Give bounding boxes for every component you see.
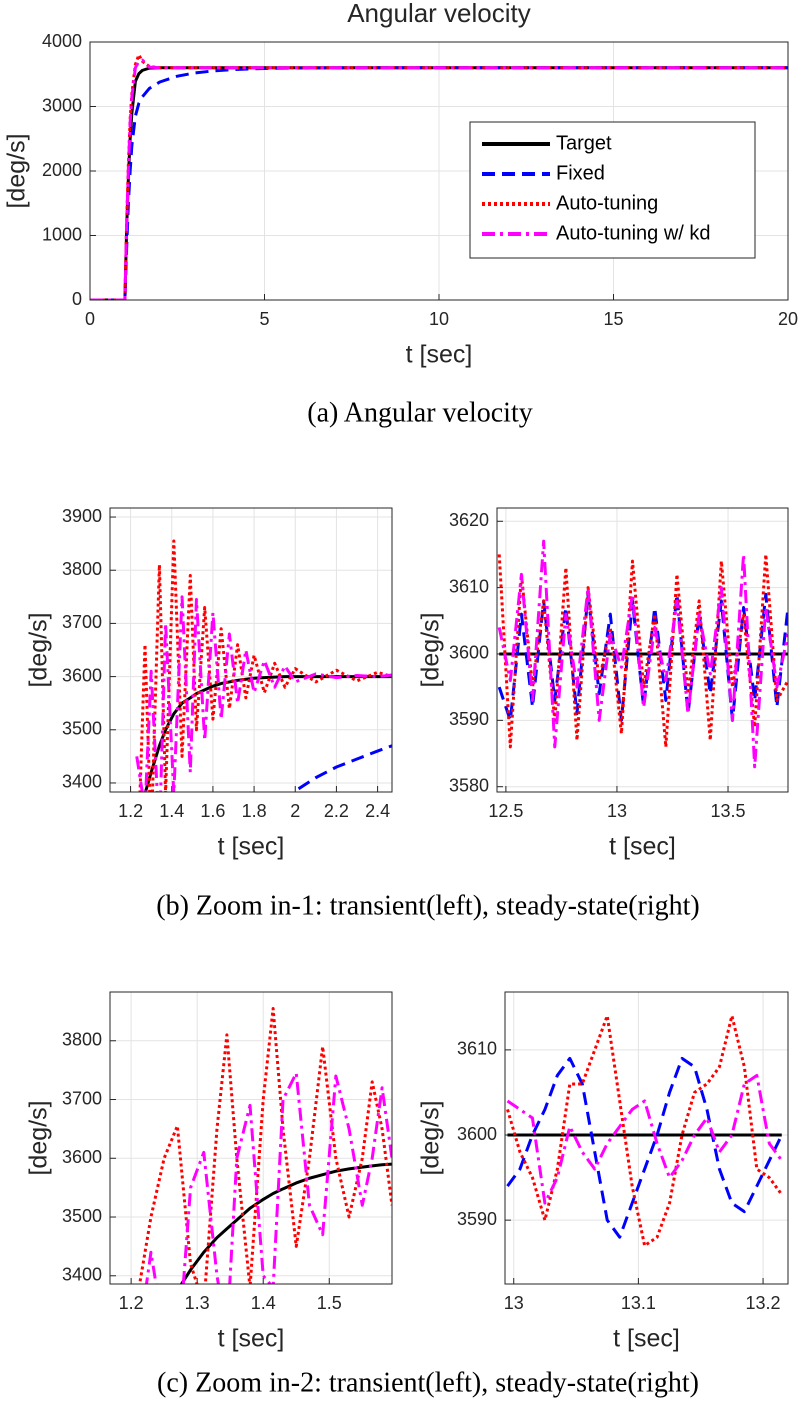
chart: 3590 3600 3610 13 13.1 13.2 t [sec] [deg/s] <box>417 991 789 1353</box>
x-axis-label: t [sec] <box>218 833 285 861</box>
series-line <box>497 539 788 769</box>
legend-label: Target <box>556 132 612 154</box>
series-group <box>138 1006 392 1284</box>
y-tick-label: 3500 <box>62 1206 102 1226</box>
y-tick-label: 3600 <box>449 643 489 663</box>
x-tick-label: 13.1 <box>621 1293 656 1313</box>
y-tick-label: 3800 <box>62 1030 102 1050</box>
caption: (b) Zoom in-1: transient(left), steady-s… <box>156 890 699 921</box>
plot-area <box>110 992 392 1284</box>
series-line <box>497 552 788 749</box>
y-tick-label: 4000 <box>42 31 82 51</box>
x-tick-label: 1.4 <box>251 1293 276 1313</box>
x-tick-label: 1.6 <box>200 801 225 821</box>
x-tick-label: 13 <box>504 1293 524 1313</box>
y-tick-label: 3400 <box>62 1265 102 1285</box>
x-tick-label: 12.5 <box>488 801 523 821</box>
x-tick-label: 0 <box>85 309 95 329</box>
x-tick-label: 1.2 <box>119 1293 144 1313</box>
x-axis-label: t [sec] <box>613 1325 680 1353</box>
axes-frame <box>496 507 789 793</box>
y-tick-label: 3620 <box>449 510 489 530</box>
plot-area <box>505 992 788 1284</box>
y-tick-label: 3600 <box>62 665 102 685</box>
x-tick-label: 1.3 <box>185 1293 210 1313</box>
caption: (a) Angular velocity <box>307 397 532 428</box>
series-line <box>143 675 392 792</box>
y-tick-label: 3900 <box>62 506 102 526</box>
x-tick-label: 10 <box>429 309 449 329</box>
x-tick-label: 2 <box>290 801 300 821</box>
x-tick-label: 1.4 <box>159 801 184 821</box>
series-line <box>90 58 788 300</box>
series-line <box>290 744 392 792</box>
legend: Target Fixed Auto-tuning Auto-tuning w/ kd <box>469 121 756 259</box>
series-group <box>506 1014 784 1248</box>
x-tick-label: 1.2 <box>118 801 143 821</box>
y-tick-label: 0 <box>72 289 82 309</box>
y-tick-label: 3580 <box>449 775 489 795</box>
y-axis-label: [deg/s] <box>25 1100 53 1175</box>
y-tick-label: 3600 <box>62 1147 102 1167</box>
caption: (c) Zoom in-2: transient(left), steady-s… <box>157 1367 699 1398</box>
axes-frame <box>109 507 393 793</box>
x-axis-label: t [sec] <box>218 1325 285 1353</box>
axes-frame <box>89 41 789 301</box>
y-axis-label: [deg/s] <box>417 1100 445 1175</box>
y-tick-label: 3800 <box>62 559 102 579</box>
series-line <box>138 1006 392 1284</box>
x-tick-label: 1.8 <box>242 801 267 821</box>
y-axis-label: [deg/s] <box>417 612 445 687</box>
y-tick-label: 3610 <box>457 1039 497 1059</box>
y-tick-label: 3700 <box>62 612 102 632</box>
x-tick-label: 13 <box>607 801 627 821</box>
series-line <box>506 1073 783 1205</box>
plot-area <box>110 508 392 792</box>
legend-label: Auto-tuning w/ kd <box>556 222 711 244</box>
y-tick-label: 3400 <box>62 772 102 792</box>
y-tick-label: 2000 <box>42 160 82 180</box>
x-tick-label: 1.5 <box>317 1293 342 1313</box>
y-axis-label: [deg/s] <box>3 133 31 208</box>
series-line <box>138 539 392 792</box>
x-tick-label: 2.2 <box>324 801 349 821</box>
series-line <box>135 595 392 792</box>
x-tick-label: 15 <box>603 309 623 329</box>
y-tick-label: 3700 <box>62 1088 102 1108</box>
series-line <box>144 1071 392 1284</box>
axes-frame <box>109 991 393 1285</box>
y-tick-label: 3590 <box>449 709 489 729</box>
y-tick-label: 3610 <box>449 576 489 596</box>
x-tick-label: 2.4 <box>365 801 390 821</box>
plot-area <box>497 508 788 792</box>
series-group <box>90 53 788 300</box>
x-axis-label: t [sec] <box>609 833 676 861</box>
y-tick-label: 3590 <box>457 1209 497 1229</box>
x-axis-label: t [sec] <box>406 341 473 369</box>
legend-label: Fixed <box>556 162 605 184</box>
y-axis-label: [deg/s] <box>25 612 53 687</box>
chart: 3400 3500 3600 3700 3800 3900 1.2 1.4 1.6 1.8 2 2.2… <box>25 506 393 861</box>
x-tick-label: 5 <box>259 309 269 329</box>
series-line <box>506 1056 784 1239</box>
x-tick-label: 20 <box>778 309 798 329</box>
y-tick-label: 3000 <box>42 95 82 115</box>
chart: 3580 3590 3600 3610 3620 12.5 13 13.5 t [sec] [de… <box>417 507 789 861</box>
legend-label: Auto-tuning <box>556 192 658 214</box>
x-tick-label: 13.5 <box>710 801 745 821</box>
y-tick-label: 1000 <box>42 224 82 244</box>
series-line <box>497 592 788 722</box>
axes-frame <box>504 991 789 1285</box>
y-tick-label: 3500 <box>62 719 102 739</box>
series-group <box>497 539 788 769</box>
chart-title: Angular velocity <box>347 0 531 28</box>
x-tick-label: 13.2 <box>746 1293 781 1313</box>
y-tick-label: 3600 <box>457 1124 497 1144</box>
series-group <box>135 539 392 792</box>
chart: 0 1000 2000 3000 4000 0 5 10 15 20 Angular velocit… <box>3 0 798 369</box>
chart: 3400 3500 3600 3700 3800 1.2 1.3 1.4 1.5 t [sec] [… <box>25 991 393 1353</box>
